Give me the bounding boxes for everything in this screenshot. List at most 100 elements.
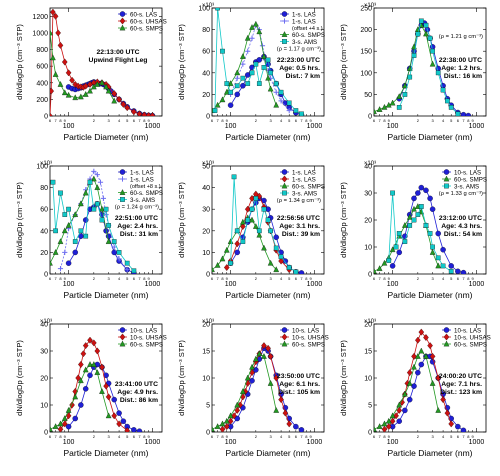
data-point: [415, 31, 421, 37]
x-minor-tick-label: 7: [54, 276, 57, 281]
legend-marker: [281, 11, 288, 17]
data-point: [273, 89, 279, 95]
x-tick-label: 1000: [307, 281, 323, 288]
x-minor-tick-label: 2: [93, 118, 96, 123]
series-line: [68, 364, 140, 432]
data-point: [214, 423, 221, 429]
data-point: [234, 240, 241, 248]
data-point: [58, 190, 63, 196]
data-point: [65, 91, 72, 98]
x-axis-label: Particle Diameter (nm): [225, 290, 310, 300]
x-minor-tick-label: 2: [255, 434, 258, 439]
y-tick-label: 80: [202, 27, 210, 34]
data-point: [240, 239, 246, 244]
data-point: [390, 190, 395, 196]
data-point: [278, 396, 284, 404]
data-point: [278, 98, 284, 104]
data-point: [223, 88, 230, 95]
x-minor-tick-label: 5: [126, 276, 129, 281]
data-point: [57, 266, 64, 272]
density-note: (ρ = 1.21 g cm⁻³): [439, 34, 483, 40]
data-point: [381, 104, 388, 110]
x-minor-tick-label: 9: [226, 118, 229, 123]
data-point: [65, 407, 72, 413]
data-point: [50, 8, 56, 16]
x-minor-tick-label: 2: [93, 276, 96, 281]
x-minor-tick-label: 8: [59, 276, 62, 281]
x-minor-tick-label: 5: [450, 276, 453, 281]
data-point: [374, 267, 377, 274]
data-point: [50, 29, 53, 36]
y-axis-label: dN/dlogDp (cm⁻³ STP): [15, 182, 24, 258]
x-minor-tick-label: 8: [305, 276, 308, 281]
data-point: [65, 260, 72, 266]
y-tick-label: 0: [44, 114, 48, 121]
y-tick-label: 100: [198, 6, 210, 13]
x-tick-label: 1000: [469, 123, 485, 130]
y-tick-label: 20: [40, 250, 48, 257]
x-axis-label: Particle Diameter (nm): [63, 448, 148, 458]
data-point: [273, 234, 279, 241]
data-point: [406, 213, 413, 220]
x-minor-tick-label: 8: [305, 118, 308, 123]
data-point: [65, 222, 72, 228]
data-point: [299, 111, 304, 116]
data-point: [273, 81, 279, 86]
x-tick-label: 100: [387, 281, 399, 288]
data-point: [136, 428, 143, 432]
data-point: [385, 417, 392, 424]
data-point: [111, 239, 117, 244]
x-minor-tick-label: 9: [471, 434, 474, 439]
x-minor-tick-label: 2: [93, 434, 96, 439]
data-point: [72, 239, 78, 244]
data-point: [227, 417, 234, 425]
legend-entry: 60-s. SMPS: [292, 341, 325, 348]
data-point: [111, 396, 117, 403]
annotation-text: Age: 3.1 hrs.: [279, 223, 320, 230]
data-point: [430, 48, 435, 54]
x-axis-label: Particle Diameter (nm): [225, 448, 310, 458]
y-multiplier: ×10³: [364, 161, 376, 167]
x-tick-label: 100: [225, 123, 237, 130]
data-point: [381, 259, 388, 266]
data-point: [396, 401, 403, 408]
y-tick-label: 20: [202, 92, 210, 99]
data-point: [61, 227, 68, 234]
x-minor-tick-label: 4: [118, 434, 121, 439]
data-point: [256, 81, 262, 86]
data-point: [105, 393, 112, 401]
data-point: [212, 266, 215, 273]
data-point: [78, 402, 84, 408]
data-point: [427, 342, 433, 350]
y-tick-label: 50: [202, 164, 210, 171]
legend-marker: [443, 175, 450, 182]
y-tick-label: 40: [40, 322, 48, 329]
data-point: [72, 80, 79, 88]
x-minor-tick-label: 9: [388, 276, 391, 281]
data-point: [448, 263, 454, 269]
data-point: [286, 108, 292, 114]
annotation-text: Dist.: 31 km: [120, 231, 158, 238]
data-point: [120, 418, 127, 424]
y-tick-label: 0: [368, 430, 372, 437]
data-point: [78, 200, 84, 207]
data-point: [411, 195, 417, 202]
y-tick-label: 100: [360, 70, 372, 77]
x-minor-tick-label: 5: [288, 276, 291, 281]
data-point: [52, 71, 59, 77]
y-tick-label: 50: [364, 92, 372, 99]
x-minor-tick-label: 4: [280, 434, 283, 439]
data-point: [414, 353, 421, 359]
data-point: [52, 423, 59, 429]
data-point: [65, 423, 72, 430]
data-point: [224, 81, 230, 86]
x-tick-label: 100: [63, 439, 75, 446]
x-minor-tick-label: 4: [442, 434, 445, 439]
data-point: [427, 231, 433, 236]
plot-frame: [211, 165, 325, 275]
data-point: [273, 101, 280, 108]
